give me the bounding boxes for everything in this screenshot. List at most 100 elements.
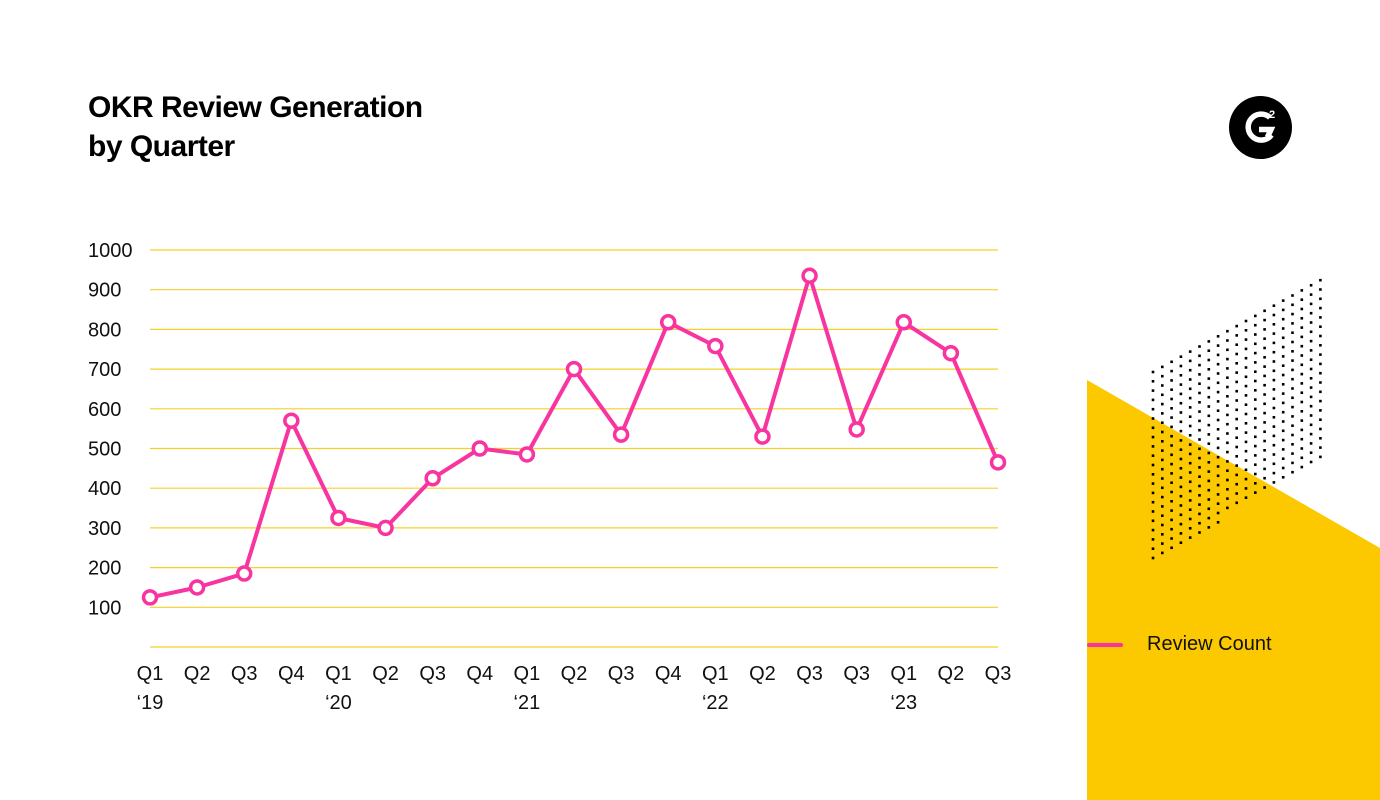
dot — [1300, 410, 1304, 413]
dot — [1170, 500, 1173, 503]
dot — [1254, 435, 1257, 439]
dot — [1179, 374, 1183, 377]
dot — [1291, 433, 1294, 437]
dot — [1226, 460, 1229, 463]
dot — [1281, 364, 1285, 367]
dot — [1300, 465, 1304, 469]
dot — [1300, 289, 1304, 292]
dot — [1291, 368, 1294, 372]
dot — [1179, 448, 1183, 451]
data-point — [471, 440, 489, 457]
dot — [1263, 374, 1266, 378]
dot — [1244, 403, 1248, 406]
dot — [1281, 429, 1285, 433]
x-tick-label: Q1 — [890, 663, 917, 685]
dot — [1244, 487, 1248, 490]
data-point — [754, 428, 771, 445]
dot — [1226, 357, 1229, 361]
dot — [1151, 500, 1155, 504]
dot — [1179, 429, 1183, 433]
dot — [1254, 370, 1257, 373]
dot — [1207, 423, 1211, 427]
dot — [1207, 451, 1211, 455]
legend-label-review-count: Review Count — [1147, 633, 1272, 655]
x-tick-year-label: ‘20 — [325, 692, 352, 714]
dot — [1151, 398, 1155, 402]
x-tick-label: Q1 — [514, 663, 541, 685]
dot — [1281, 457, 1285, 460]
dot — [1281, 308, 1285, 312]
dot — [1198, 410, 1201, 413]
dot — [1226, 488, 1229, 491]
dot — [1263, 449, 1266, 452]
dot — [1161, 393, 1164, 397]
dot — [1161, 523, 1164, 527]
dot — [1179, 401, 1183, 405]
dot — [1170, 388, 1173, 391]
dot — [1161, 495, 1164, 499]
x-tick-label: Q3 — [985, 663, 1012, 685]
dot — [1198, 354, 1201, 358]
x-tick-label: Q2 — [372, 663, 399, 685]
dot — [1272, 332, 1276, 335]
dot — [1151, 519, 1155, 523]
dot — [1161, 467, 1164, 471]
dot — [1291, 452, 1294, 455]
dot — [1151, 435, 1155, 439]
dot — [1207, 340, 1211, 343]
dot — [1151, 556, 1155, 560]
dot — [1235, 362, 1238, 365]
dot — [1188, 499, 1192, 502]
dot — [1309, 358, 1313, 361]
data-point — [801, 267, 818, 285]
dot — [1309, 284, 1313, 287]
dot — [1151, 547, 1155, 550]
dot — [1179, 439, 1183, 442]
dot — [1170, 490, 1173, 494]
data-point — [141, 589, 159, 606]
dot — [1300, 307, 1304, 311]
dot — [1281, 420, 1285, 423]
dot — [1216, 344, 1220, 347]
dot — [1226, 469, 1229, 472]
dot — [1170, 444, 1173, 447]
dot — [1161, 440, 1164, 443]
dot — [1254, 407, 1257, 411]
dot — [1188, 480, 1192, 484]
dot — [1170, 472, 1173, 475]
dot — [1179, 504, 1183, 507]
dot — [1188, 471, 1192, 474]
dot — [1198, 447, 1201, 451]
dot — [1272, 369, 1276, 373]
dot — [1170, 546, 1173, 550]
dot — [1207, 526, 1211, 529]
dot — [1216, 493, 1220, 496]
x-tick-label: Q1 — [137, 663, 164, 685]
dot — [1272, 341, 1276, 345]
y-tick-label: 700 — [88, 359, 121, 381]
dot — [1226, 395, 1229, 398]
dot — [1319, 437, 1322, 440]
svg-text:2: 2 — [1269, 109, 1275, 121]
x-tick-label: Q4 — [466, 663, 493, 685]
dot — [1300, 335, 1304, 339]
dot — [1188, 452, 1192, 456]
dot — [1235, 380, 1238, 384]
dot — [1300, 400, 1304, 404]
dot — [1300, 363, 1304, 367]
dot — [1179, 383, 1183, 386]
dot — [1291, 396, 1294, 400]
dot — [1226, 348, 1229, 352]
dot — [1291, 294, 1294, 297]
dot — [1226, 367, 1229, 370]
dot — [1207, 386, 1211, 390]
y-axis-tick-labels: 100 200 300 400 500 600 700 800 900 1000 — [88, 240, 133, 619]
dot — [1235, 371, 1238, 374]
dot — [1244, 384, 1248, 388]
x-tick-label: Q1 — [702, 663, 729, 685]
dot — [1207, 349, 1211, 352]
dot — [1309, 432, 1313, 436]
dot — [1216, 428, 1220, 431]
dot — [1216, 418, 1220, 422]
dot — [1179, 513, 1183, 517]
